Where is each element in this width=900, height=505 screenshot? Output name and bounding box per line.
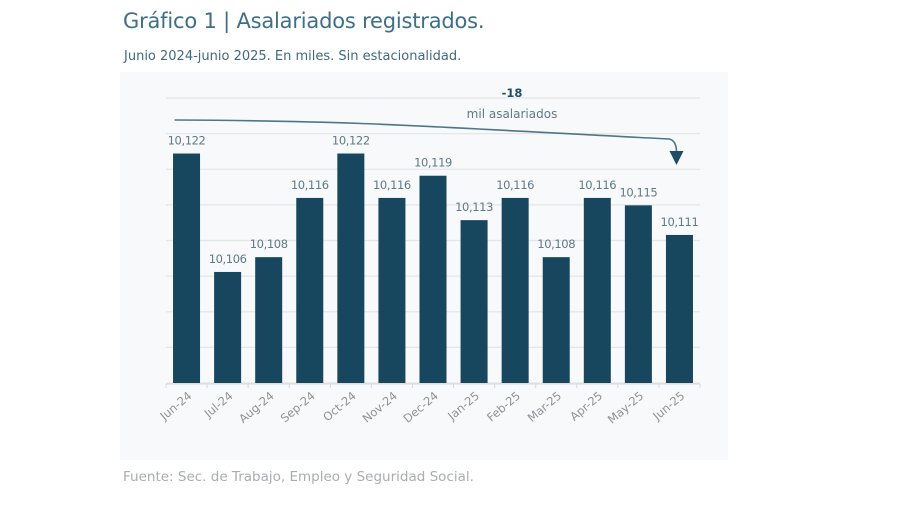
chart-subtitle: Junio 2024-junio 2025. En miles. Sin est…: [124, 49, 462, 64]
x-tick-label: Feb-25: [484, 389, 523, 425]
annotation-text: mil asalariados: [467, 107, 558, 121]
x-axis: Jun-24 Jul-24 Aug-24 Sep-24 Oct-24 Nov-24 Dec-…: [157, 383, 701, 427]
value-label: 10,106: [209, 252, 247, 266]
x-tick-label: Dec-24: [400, 389, 440, 426]
value-label: 10,116: [291, 178, 329, 192]
bar-sep-24: [296, 197, 324, 383]
chart-title: Gráfico 1 | Asalariados registrados.: [123, 9, 485, 33]
bar-oct-24: [337, 153, 365, 383]
value-labels: 10,12210,10610,10810,11610,12210,11610,1…: [168, 134, 699, 266]
x-tick-label: Oct-24: [320, 389, 359, 425]
bar-dec-24: [419, 175, 447, 383]
x-tick-label: Jun-24: [157, 389, 195, 424]
x-tick-label: Jan-25: [444, 389, 482, 424]
x-tick-label: Mar-25: [525, 389, 564, 425]
bar-jul-24: [214, 271, 242, 383]
value-label: 10,122: [332, 134, 370, 148]
value-label: 10,122: [168, 134, 206, 148]
arrowhead-down-icon: [669, 151, 684, 165]
bar-jan-25: [460, 220, 488, 383]
value-label: 10,115: [619, 185, 657, 199]
bar-apr-25: [583, 197, 611, 383]
value-label: 10,116: [373, 178, 411, 192]
bar-feb-25: [501, 197, 529, 383]
x-tick-label: May-25: [605, 389, 646, 427]
x-tick-label: Jun-25: [649, 389, 687, 424]
source-note: Fuente: Sec. de Trabajo, Empleo y Seguri…: [123, 469, 474, 485]
value-label: 10,108: [537, 237, 575, 251]
bar-nov-24: [378, 197, 406, 383]
value-label: 10,119: [414, 156, 452, 170]
value-label: 10,108: [250, 237, 288, 251]
value-label: 10,116: [496, 178, 534, 192]
annotation-value: -18: [502, 86, 523, 100]
bar-jun-25: [665, 234, 693, 383]
value-label: 10,116: [578, 178, 616, 192]
x-tick-label: Apr-25: [567, 389, 605, 424]
value-label: 10,111: [661, 215, 699, 229]
bar-mar-25: [542, 257, 570, 383]
change-annotation: -18 mil asalariados: [174, 86, 684, 165]
x-tick-label: Nov-24: [360, 389, 400, 426]
value-label: 10,113: [455, 200, 493, 214]
bar-may-25: [624, 205, 652, 383]
x-tick-label: Aug-24: [236, 389, 277, 426]
bar-jun-24: [173, 153, 201, 383]
bar-aug-24: [255, 257, 283, 383]
x-tick-label: Sep-24: [278, 389, 318, 426]
bars: [173, 153, 693, 383]
x-tick-label: Jul-24: [201, 389, 236, 421]
change-arrow: [174, 119, 678, 153]
